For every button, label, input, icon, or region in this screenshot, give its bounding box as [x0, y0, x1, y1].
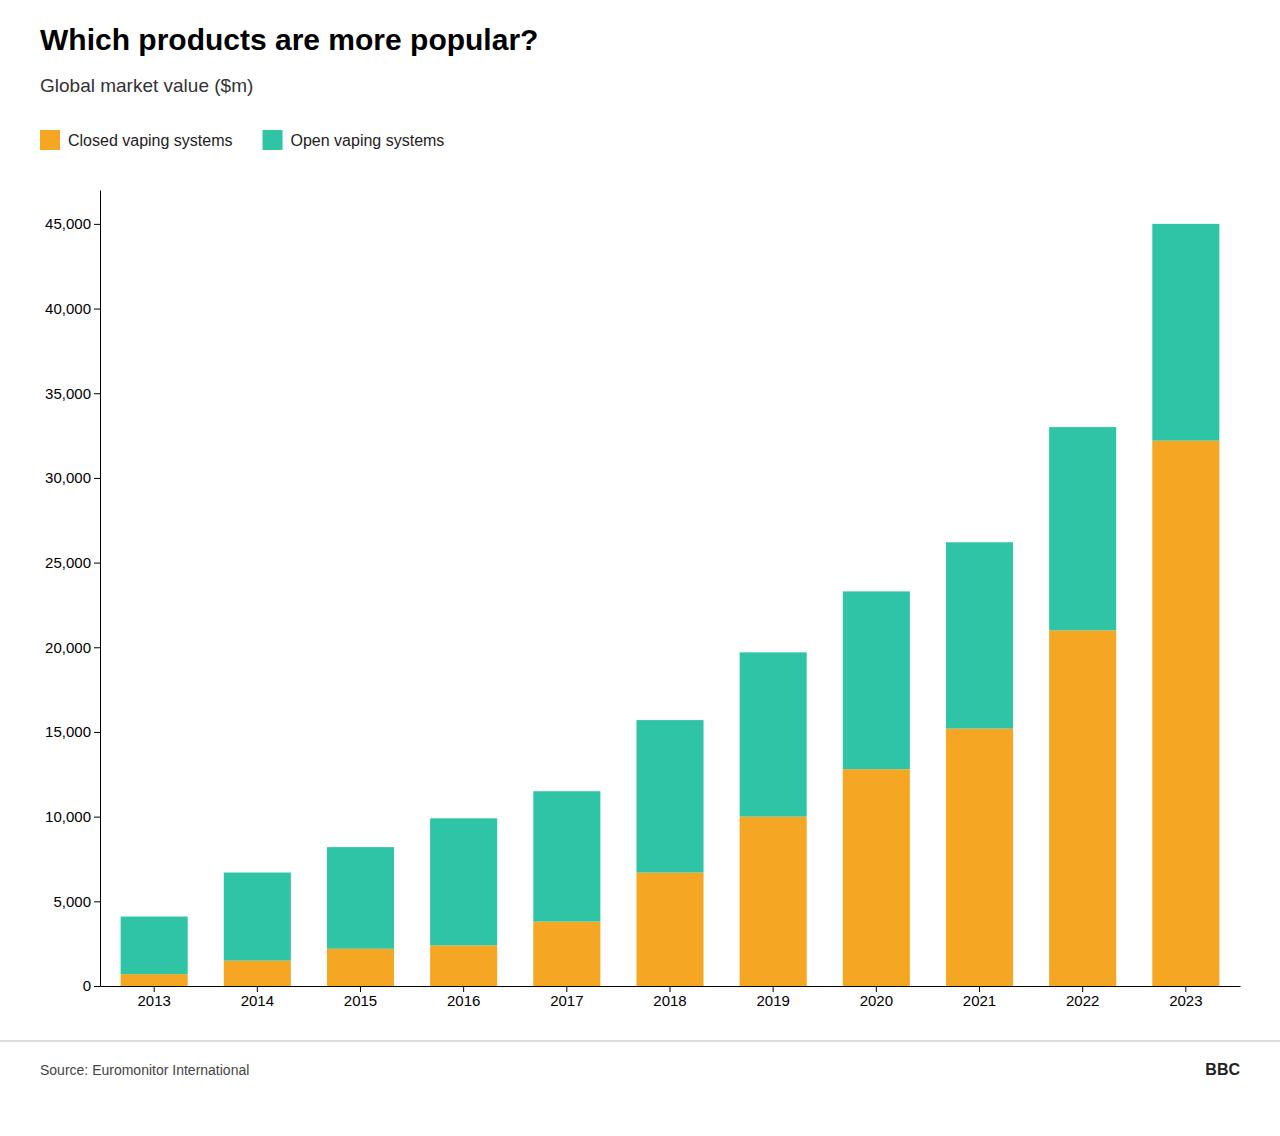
x-tick: 2013 — [137, 986, 170, 1009]
y-axis: 0 5,000 10,000 15,000 20,000 25,000 30,000 35,0… — [45, 191, 100, 995]
bar — [327, 949, 394, 986]
x-tick-label: 2018 — [653, 992, 686, 1009]
bar — [843, 769, 910, 986]
y-tick: 40,000 — [45, 300, 100, 317]
series-bars — [121, 224, 1220, 974]
x-tick: 2016 — [447, 986, 480, 1009]
x-tick: 2015 — [344, 986, 377, 1009]
x-tick-label: 2022 — [1066, 992, 1099, 1009]
y-tick-label: 35,000 — [45, 385, 91, 402]
bar — [430, 945, 497, 986]
y-tick: 15,000 — [45, 723, 100, 740]
legend-label: Open vaping systems — [291, 132, 445, 149]
title: Which products are more popular? — [40, 23, 538, 56]
x-tick: 2023 — [1169, 986, 1202, 1009]
x-tick: 2019 — [756, 986, 789, 1009]
x-tick-label: 2016 — [447, 992, 480, 1009]
bar — [1049, 630, 1116, 986]
chart: Which products are more popular? Global m… — [0, 0, 1280, 1136]
y-tick: 0 — [83, 977, 100, 994]
y-tick-mark — [94, 478, 100, 479]
legend-item: Closed vaping systems — [40, 130, 233, 150]
x-tick: 2022 — [1066, 986, 1099, 1009]
bar — [327, 847, 394, 949]
bars — [121, 224, 1220, 986]
y-tick-mark — [94, 901, 100, 902]
y-tick-label: 20,000 — [45, 639, 91, 656]
bar — [1152, 224, 1219, 441]
y-tick: 30,000 — [45, 469, 100, 486]
bar — [430, 818, 497, 945]
y-tick: 35,000 — [45, 385, 100, 402]
bar — [224, 873, 291, 961]
bar — [533, 791, 600, 921]
y-tick-mark — [94, 732, 100, 733]
legend-item: Open vaping systems — [263, 130, 445, 150]
x-tick-label: 2013 — [137, 992, 170, 1009]
y-tick: 10,000 — [45, 808, 100, 825]
y-tick-mark — [94, 817, 100, 818]
bar — [843, 591, 910, 769]
separator — [0, 1041, 1280, 1042]
x-tick-label: 2019 — [756, 992, 789, 1009]
legend-label: Closed vaping systems — [68, 132, 233, 149]
y-tick: 5,000 — [53, 893, 100, 910]
x-tick-label: 2023 — [1169, 992, 1202, 1009]
legend-swatch — [263, 130, 283, 150]
x-tick-label: 2020 — [860, 992, 893, 1009]
bar — [946, 729, 1013, 986]
y-tick-label: 30,000 — [45, 469, 91, 486]
x-tick-label: 2021 — [963, 992, 996, 1009]
bar — [636, 873, 703, 986]
x-tick: 2020 — [860, 986, 893, 1009]
bar — [121, 917, 188, 975]
x-tick: 2018 — [653, 986, 686, 1009]
x-axis: 2013 2014 2015 2016 2017 2018 2019 2020 2021 2022… — [101, 986, 1241, 1009]
bar — [121, 974, 188, 986]
y-tick-label: 0 — [83, 977, 91, 994]
x-tick: 2017 — [550, 986, 583, 1009]
y-tick: 45,000 — [45, 215, 100, 232]
source-note: Source: Euromonitor International — [40, 1062, 249, 1078]
y-axis-line — [100, 191, 101, 987]
y-tick-label: 10,000 — [45, 808, 91, 825]
bar — [1049, 427, 1116, 630]
y-tick-label: 45,000 — [45, 215, 91, 232]
x-tick-label: 2017 — [550, 992, 583, 1009]
bar — [533, 922, 600, 986]
y-tick: 25,000 — [45, 554, 100, 571]
y-tick-mark — [94, 647, 100, 648]
bar — [946, 542, 1013, 728]
x-tick: 2021 — [963, 986, 996, 1009]
x-tick-label: 2014 — [241, 992, 274, 1009]
bar — [740, 817, 807, 986]
y-tick-label: 15,000 — [45, 723, 91, 740]
y-tick-label: 25,000 — [45, 554, 91, 571]
subtitle: Global market value ($m) — [40, 75, 253, 96]
y-tick-mark — [94, 563, 100, 564]
y-tick-label: 5,000 — [53, 893, 91, 910]
bar — [636, 720, 703, 872]
legend-swatch — [40, 130, 60, 150]
bar — [1152, 441, 1219, 986]
y-tick-mark — [94, 309, 100, 310]
y-tick-label: 40,000 — [45, 300, 91, 317]
y-tick-mark — [94, 224, 100, 225]
x-tick-label: 2015 — [344, 992, 377, 1009]
y-tick-mark — [94, 393, 100, 394]
y-tick-mark — [94, 986, 100, 987]
bar — [740, 652, 807, 816]
brand-note: BBC — [1205, 1061, 1240, 1078]
y-tick: 20,000 — [45, 639, 100, 656]
x-tick: 2014 — [241, 986, 274, 1009]
bar — [224, 961, 291, 986]
legend: Closed vaping systems Open vaping systems — [40, 130, 444, 150]
